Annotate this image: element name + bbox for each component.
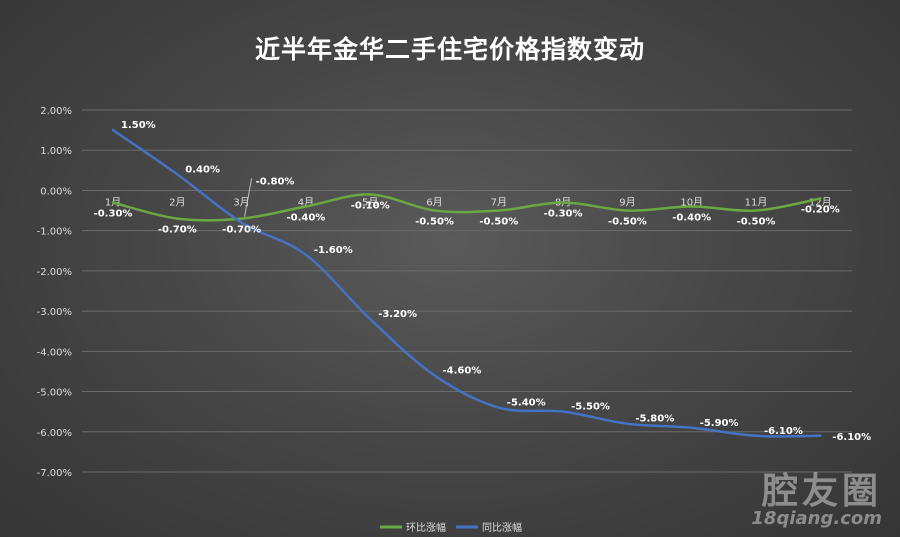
data-label-mom: -0.50% <box>737 217 776 228</box>
x-tick-label: 6月 <box>426 196 442 208</box>
data-label-mom: -0.40% <box>286 213 325 224</box>
data-label-yoy: -1.60% <box>314 245 353 256</box>
data-label-mom: -0.50% <box>479 217 518 228</box>
x-tick-label: 5月 <box>362 196 378 208</box>
y-tick-label: -3.00% <box>37 307 72 318</box>
legend-label: 同比涨幅 <box>482 521 522 534</box>
data-label-mom: -0.20% <box>801 204 840 215</box>
data-label-mom: -0.50% <box>608 217 647 228</box>
y-tick-label: 0.00% <box>40 186 72 197</box>
series-line-2 <box>111 128 822 438</box>
y-tick-label: -5.00% <box>37 388 72 399</box>
y-tick-label: 1.00% <box>40 146 72 157</box>
x-axis-tick-labels: 1月 2月 3月 4月 5月 6月 7月 8月 9月 10月 11月 12月 <box>105 196 832 208</box>
y-axis-tick-labels: 2.00% 1.00% 0.00% -1.00% -2.00% -3.00% -4.00% -… <box>37 106 72 479</box>
data-label-mom: -0.40% <box>672 213 711 224</box>
data-label-yoy: -3.20% <box>378 309 417 320</box>
y-tick-label: -6.00% <box>37 428 72 439</box>
data-label-yoy: -5.80% <box>635 414 674 425</box>
x-tick-label: 7月 <box>491 196 507 208</box>
watermark-url: 18qiang.com <box>751 508 882 529</box>
legend-label: 环比涨幅 <box>406 521 446 534</box>
data-label-mom: -0.30% <box>544 209 583 220</box>
data-label-yoy: -5.90% <box>700 418 739 429</box>
y-tick-label: -2.00% <box>37 267 72 278</box>
x-tick-label: 9月 <box>619 196 635 208</box>
chart-title: 近半年金华二手住宅价格指数变动 <box>254 35 645 64</box>
y-tick-label: -7.00% <box>37 468 72 479</box>
data-label-yoy: -5.50% <box>571 402 610 413</box>
x-tick-label: 11月 <box>745 196 768 208</box>
watermark-logo: 腔友圈 <box>761 471 882 512</box>
data-label-yoy: -0.80% <box>256 176 295 187</box>
label-leader-line <box>244 178 253 217</box>
data-label-mom: -0.30% <box>94 209 133 220</box>
y-tick-label: 2.00% <box>40 106 72 117</box>
grid-lines <box>82 109 852 473</box>
data-label-yoy: -4.60% <box>443 365 482 376</box>
y-tick-label: -1.00% <box>37 227 72 238</box>
data-label-yoy: -6.10% <box>764 426 803 437</box>
series-lines <box>111 128 822 438</box>
x-tick-label: 2月 <box>169 196 185 208</box>
data-label-mom: -0.50% <box>415 217 454 228</box>
y-tick-label: -4.00% <box>37 347 72 358</box>
x-tick-label: 3月 <box>233 196 249 208</box>
data-label-mom: -0.70% <box>158 225 197 236</box>
data-label-yoy: -5.40% <box>507 398 546 409</box>
data-label-mom: -0.70% <box>222 225 261 236</box>
data-label-mom: -0.10% <box>351 200 390 211</box>
data-labels: -0.30% -0.70% -0.70% -0.40% -0.10% -0.50% -0.5… <box>94 120 872 443</box>
data-label-yoy: 0.40% <box>185 164 220 175</box>
data-label-yoy: 1.50% <box>121 120 156 131</box>
data-label-yoy: -6.10% <box>832 432 871 443</box>
legend: 环比涨幅 同比涨幅 <box>380 521 522 534</box>
